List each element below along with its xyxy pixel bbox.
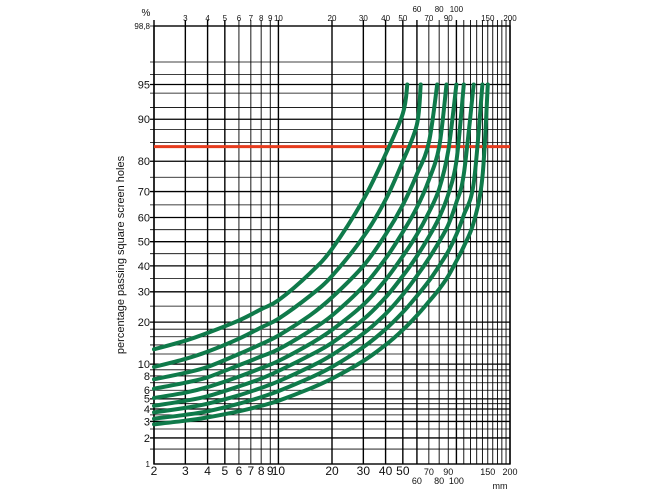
x-tick-label-top: 90 [444, 14, 453, 23]
x-tick-label-bottom: 4 [204, 464, 211, 478]
x-tick-label-bottom: 90 [443, 467, 453, 477]
y-tick-label: 6 [144, 385, 150, 397]
y-tick-label: 3 [144, 416, 150, 428]
x-tick-label-top: 150 [481, 14, 495, 23]
x-unit-label: mm [493, 481, 508, 491]
x-tick-label-bottom: 10 [272, 464, 286, 478]
x-tick-label-bottom: 8 [258, 464, 265, 478]
x-tick-label-top: 7 [249, 14, 254, 23]
x-tick-label-top: 4 [205, 14, 210, 23]
x-tick-label-top: 9 [268, 14, 273, 23]
x-tick-label-bottom: 9 [267, 464, 274, 478]
y-tick-label: 5 [144, 394, 150, 406]
x-tick-label-bottom: 200 [502, 467, 517, 477]
x-tick-label-top: 200 [503, 14, 517, 23]
y-tick-label: 98,8 [134, 22, 150, 31]
x-tick-label-bottom: 6 [236, 464, 243, 478]
x-tick-label-top: 8 [259, 14, 264, 23]
x-tick-label-bottom: 2 [151, 464, 158, 478]
y-tick-label: 30 [138, 287, 150, 299]
x-tick-label-top: 30 [359, 14, 368, 23]
grading-curve-3 [152, 82, 440, 382]
grading-curve-5 [152, 82, 459, 400]
x-tick-label-top: 40 [381, 14, 390, 23]
x-tick-label-top: 10 [274, 14, 283, 23]
x-tick-label-bottom: 7 [248, 464, 255, 478]
x-tick-label-bottom: 80 [434, 476, 444, 486]
x-tick-label-top: 6 [237, 14, 242, 23]
y-tick-label: 95 [138, 79, 150, 91]
x-tick-label-top: 60 [412, 5, 421, 14]
x-tick-label-top: 5 [223, 14, 228, 23]
grading-curve-1 [152, 82, 410, 352]
x-tick-label-bottom: 30 [357, 464, 371, 478]
x-tick-label-bottom: 70 [424, 467, 434, 477]
y-tick-label: 90 [138, 114, 150, 126]
x-tick-label-bottom: 150 [480, 467, 495, 477]
y-unit-label: % [142, 8, 151, 19]
x-tick-label-bottom: 60 [412, 476, 422, 486]
y-tick-label: 40 [138, 261, 150, 273]
series-layer [152, 82, 490, 427]
y-tick-label: 20 [138, 317, 150, 329]
x-tick-label-top: 50 [398, 14, 407, 23]
y-tick-label: 70 [138, 186, 150, 198]
grading-curve-8 [152, 82, 485, 421]
y-tick-label: 1 [146, 460, 151, 469]
x-tick-label-bottom: 5 [221, 464, 228, 478]
x-tick-label-bottom: 40 [379, 464, 393, 478]
y-axis-label: percentage passing square screen holes [115, 155, 127, 354]
x-tick-label-bottom: 100 [449, 476, 464, 486]
grid-lines [150, 20, 511, 465]
grading-curve-2 [152, 82, 423, 369]
x-tick-label-bottom: 20 [325, 464, 339, 478]
y-tick-label: 2 [144, 433, 150, 445]
x-tick-label-top: 100 [450, 5, 464, 14]
x-tick-label-top: 20 [328, 14, 337, 23]
x-tick-label-top: 80 [435, 5, 444, 14]
y-tick-label: 4 [144, 404, 150, 416]
x-tick-label-bottom: 50 [396, 464, 410, 478]
x-tick-label-top: 70 [424, 14, 433, 23]
grading-curve-4 [152, 82, 449, 391]
grading-curve-6 [152, 82, 466, 408]
plot-frame [153, 25, 511, 465]
y-tick-label: 8 [144, 371, 150, 383]
x-tick-label-top: 3 [183, 14, 188, 23]
grading-curve-7 [152, 82, 476, 415]
y-tick-label: 50 [138, 237, 150, 249]
x-tick-label-bottom: 3 [182, 464, 189, 478]
y-tick-label: 10 [138, 359, 150, 371]
y-tick-label: 60 [138, 212, 150, 224]
grading-curve-9 [152, 82, 490, 427]
y-tick-label: 80 [138, 156, 150, 168]
